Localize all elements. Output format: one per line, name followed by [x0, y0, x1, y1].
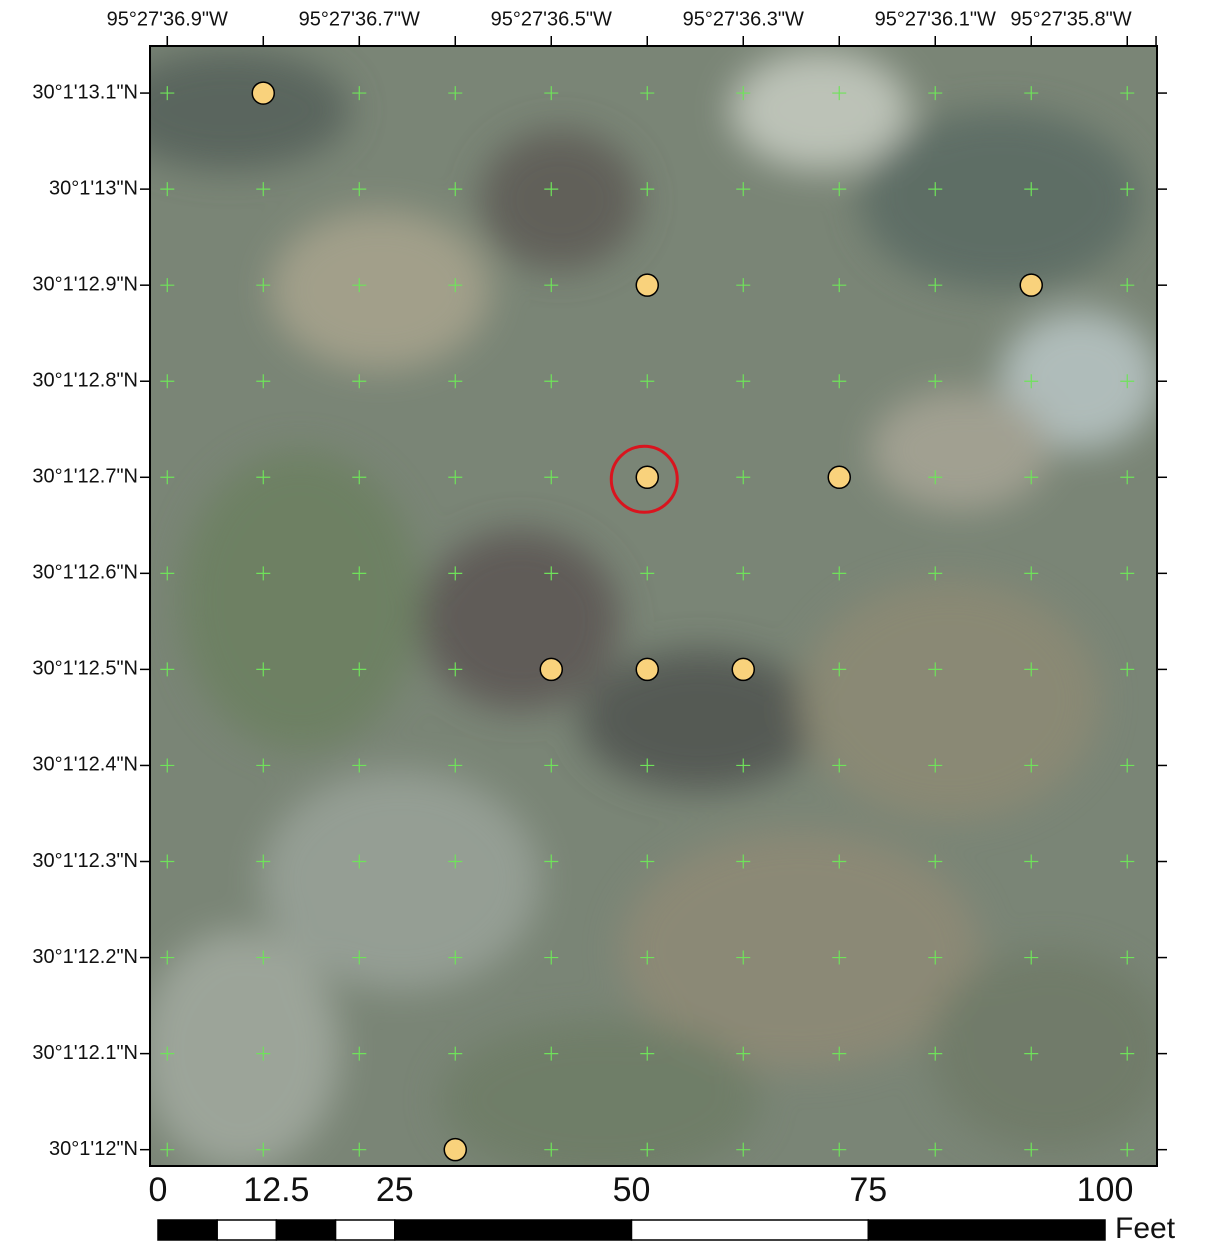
scale-label: 100 — [1077, 1171, 1134, 1209]
y-tick-label: 30°1'13"N — [49, 177, 138, 199]
x-tick-label: 95°27'36.9"W — [107, 8, 228, 30]
scale-label: 25 — [376, 1171, 414, 1209]
x-tick-label: 95°27'36.5"W — [491, 8, 612, 30]
scale-segment — [632, 1220, 869, 1240]
y-tick-label: 30°1'12.6"N — [32, 562, 138, 584]
y-tick-label: 30°1'12"N — [49, 1138, 138, 1160]
y-tick-label: 30°1'13.1"N — [32, 81, 138, 103]
x-tick-label: 95°27'35.8"W — [1010, 8, 1131, 30]
scale-segment — [336, 1220, 395, 1240]
y-tick-label: 30°1'12.8"N — [32, 370, 138, 392]
scale-label: 75 — [849, 1171, 887, 1209]
y-tick-label: 30°1'12.5"N — [32, 658, 138, 680]
y-tick-label: 30°1'12.9"N — [32, 273, 138, 295]
scale-segment — [217, 1220, 276, 1240]
point — [444, 1139, 466, 1161]
scale-label: 12.5 — [243, 1171, 309, 1209]
scale-segment — [395, 1220, 632, 1240]
y-tick-label: 30°1'12.3"N — [32, 850, 138, 872]
point — [252, 82, 274, 104]
point — [540, 658, 562, 680]
point — [636, 466, 658, 488]
point — [1020, 274, 1042, 296]
x-tick-label: 95°27'36.1"W — [875, 8, 996, 30]
point — [636, 658, 658, 680]
scale-segment — [868, 1220, 1105, 1240]
scale-segment — [158, 1220, 217, 1240]
scale-label: 0 — [149, 1171, 168, 1209]
imagery — [110, 46, 1170, 1180]
x-tick-label: 95°27'36.7"W — [299, 8, 420, 30]
y-tick-label: 30°1'12.7"N — [32, 466, 138, 488]
scale-label: 50 — [613, 1171, 651, 1209]
y-tick-label: 30°1'12.4"N — [32, 754, 138, 776]
y-tick-label: 30°1'12.2"N — [32, 946, 138, 968]
point — [732, 658, 754, 680]
scale-segment — [276, 1220, 335, 1240]
point — [636, 274, 658, 296]
point — [828, 466, 850, 488]
scale-unit: Feet — [1115, 1212, 1176, 1245]
y-tick-label: 30°1'12.1"N — [32, 1042, 138, 1064]
x-tick-label: 95°27'36.3"W — [683, 8, 804, 30]
map: 95°27'36.9"W 95°27'36.7"W 95°27'36.5"W 95°2… — [0, 0, 1225, 1245]
